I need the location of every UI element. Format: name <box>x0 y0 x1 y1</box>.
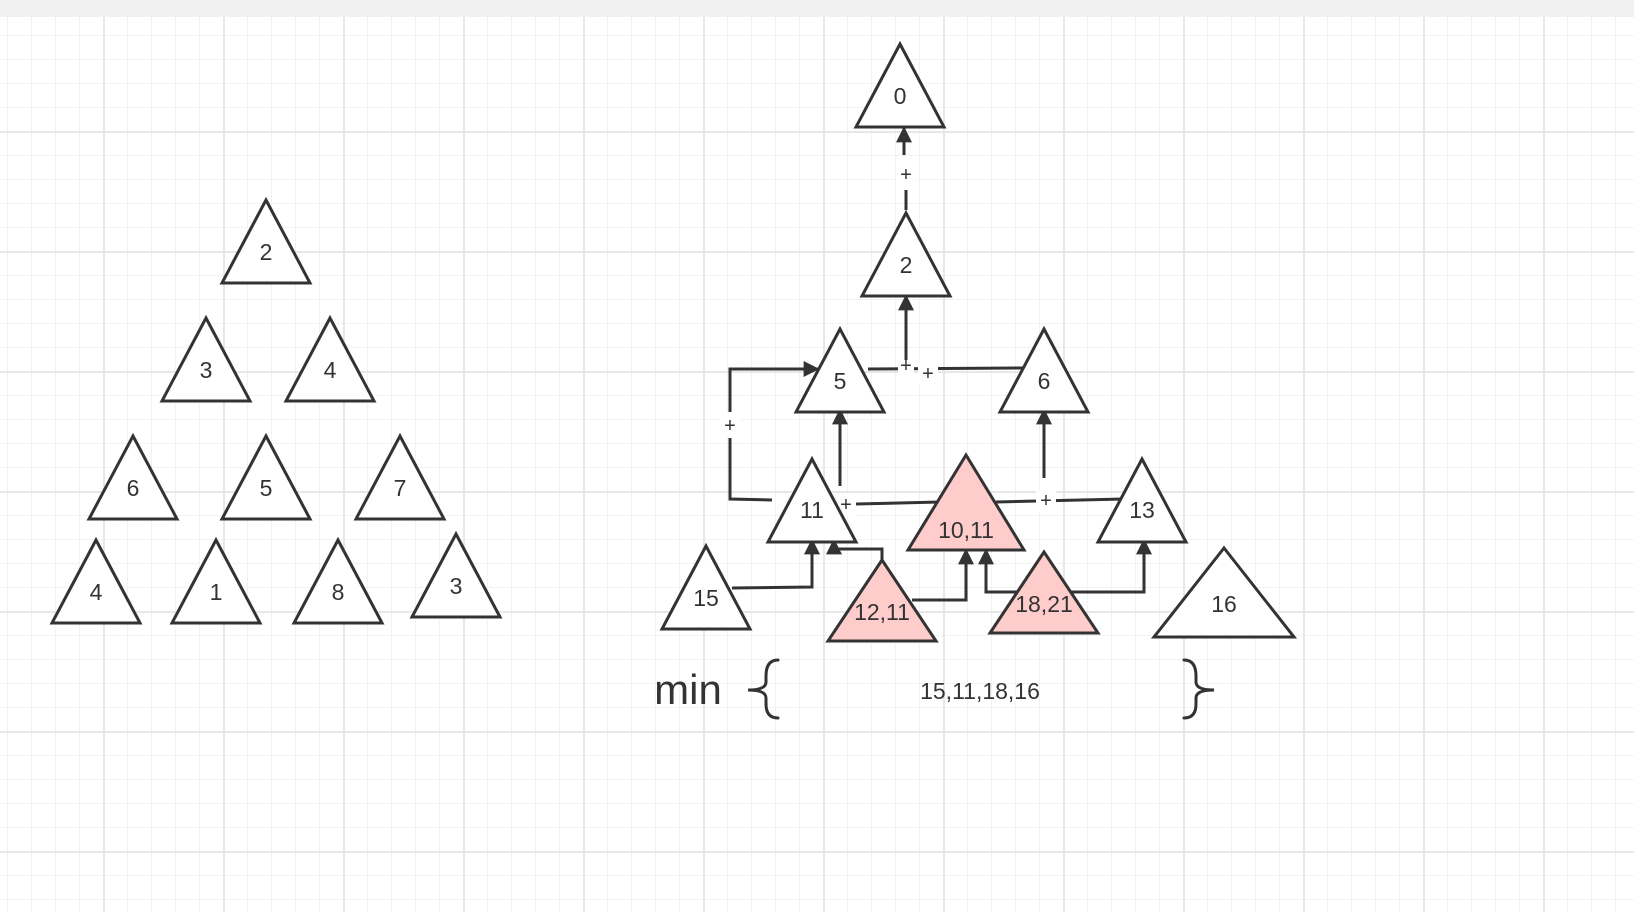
right-node-5[interactable]: 5 <box>793 325 887 414</box>
node-label: 0 <box>894 83 907 109</box>
triangle-shape <box>283 314 377 403</box>
label-background <box>898 360 914 380</box>
plus-label-low-left: + <box>840 494 852 516</box>
right-node-10-11[interactable]: 10,11 <box>905 452 1027 552</box>
node-label: 10,11 <box>938 517 994 543</box>
left-tree: 2 3 4 6 5 7 4 1 <box>49 196 503 625</box>
triangle-shape <box>169 536 263 625</box>
edge-1011-plus-13[interactable] <box>995 497 1125 504</box>
edge-5-plus-6[interactable] <box>867 366 1025 371</box>
edge-1211-to-11[interactable] <box>826 538 884 560</box>
left-node-r2-2[interactable]: 7 <box>353 432 447 521</box>
edge-1211-to-1011[interactable] <box>912 548 974 602</box>
node-label: 3 <box>200 357 213 383</box>
label-background <box>836 494 856 516</box>
right-node-2[interactable]: 2 <box>859 209 953 298</box>
left-node-r2-0[interactable]: 6 <box>86 432 180 521</box>
triangle-shape <box>159 314 253 403</box>
node-label: 8 <box>332 579 345 605</box>
right-tree-nodes: 0 2 5 6 11 10,11 13 15 <box>659 40 1298 643</box>
plus-label-mid-b: + <box>922 363 934 385</box>
triangle-shape <box>1095 455 1189 544</box>
left-node-r1-0[interactable]: 3 <box>159 314 253 403</box>
node-label: 2 <box>900 252 913 278</box>
right-node-16[interactable]: 16 <box>1150 545 1298 639</box>
right-tree-edge-labels: + + + + + + <box>720 162 1056 516</box>
right-node-15[interactable]: 15 <box>659 542 753 631</box>
triangle-shape <box>219 432 313 521</box>
triangle-shape <box>997 325 1091 414</box>
node-label: 12,11 <box>854 599 910 625</box>
plus-label-mid-a: + <box>900 355 912 377</box>
triangle-shape-highlighted <box>987 549 1101 635</box>
min-label: min <box>654 666 722 713</box>
edge-1821-to-1011[interactable] <box>978 548 1018 594</box>
node-label: 16 <box>1211 591 1237 617</box>
node-label: 3 <box>450 573 463 599</box>
triangle-shape <box>859 209 953 298</box>
left-node-r0-0[interactable]: 2 <box>219 196 313 285</box>
plus-label-root: + <box>900 164 912 186</box>
triangle-shape-highlighted <box>905 452 1027 552</box>
node-label: 6 <box>127 475 140 501</box>
right-node-13[interactable]: 13 <box>1095 455 1189 544</box>
node-label: 13 <box>1129 497 1155 523</box>
right-node-0[interactable]: 0 <box>853 40 947 129</box>
plus-label-low-right: + <box>1040 490 1052 512</box>
triangle-shape <box>1150 545 1298 639</box>
left-node-r3-3[interactable]: 3 <box>409 530 503 619</box>
node-label: 4 <box>90 579 103 605</box>
triangle-shape <box>409 530 503 619</box>
node-label: 2 <box>260 239 273 265</box>
min-set-annotation: min 15,11,18,16 <box>654 658 1215 720</box>
triangle-shape <box>659 542 753 631</box>
node-label: 15 <box>693 585 719 611</box>
label-background <box>918 362 938 384</box>
right-node-12-11[interactable]: 12,11 <box>825 557 939 643</box>
triangle-shape <box>853 40 947 129</box>
right-node-6[interactable]: 6 <box>997 325 1091 414</box>
left-node-r2-1[interactable]: 5 <box>219 432 313 521</box>
triangle-shape <box>353 432 447 521</box>
triangle-shape <box>49 536 143 625</box>
node-label: 1 <box>210 579 223 605</box>
edge-15-to-11[interactable] <box>731 538 820 590</box>
right-node-11[interactable]: 11 <box>765 455 859 544</box>
triangle-shape <box>291 536 385 625</box>
node-label: 18,21 <box>1015 591 1073 617</box>
triangle-shape-highlighted <box>825 557 939 643</box>
node-label: 5 <box>834 368 847 394</box>
label-background <box>896 162 916 186</box>
left-node-r3-1[interactable]: 1 <box>169 536 263 625</box>
triangle-shape <box>793 325 887 414</box>
min-set-values: 15,11,18,16 <box>920 678 1040 704</box>
node-label: 11 <box>800 497 824 523</box>
left-node-r3-0[interactable]: 4 <box>49 536 143 625</box>
left-node-r3-2[interactable]: 8 <box>291 536 385 625</box>
edge-1821-to-13[interactable] <box>1064 538 1152 594</box>
node-label: 5 <box>260 475 273 501</box>
triangle-shape <box>219 196 313 285</box>
right-brace-icon <box>1182 658 1215 720</box>
label-background <box>1036 490 1056 512</box>
left-node-r1-1[interactable]: 4 <box>283 314 377 403</box>
node-label: 7 <box>394 475 407 501</box>
right-node-18-21[interactable]: 18,21 <box>987 549 1101 635</box>
plus-label-left-loop: + <box>724 415 736 437</box>
node-label: 6 <box>1038 368 1051 394</box>
node-label: 4 <box>324 357 337 383</box>
triangle-shape <box>86 432 180 521</box>
edge-11-plus-1011[interactable] <box>855 500 941 506</box>
label-background <box>720 412 740 438</box>
left-brace-icon <box>747 658 780 720</box>
canvas-top-bar <box>0 0 1634 17</box>
triangle-shape <box>765 455 859 544</box>
